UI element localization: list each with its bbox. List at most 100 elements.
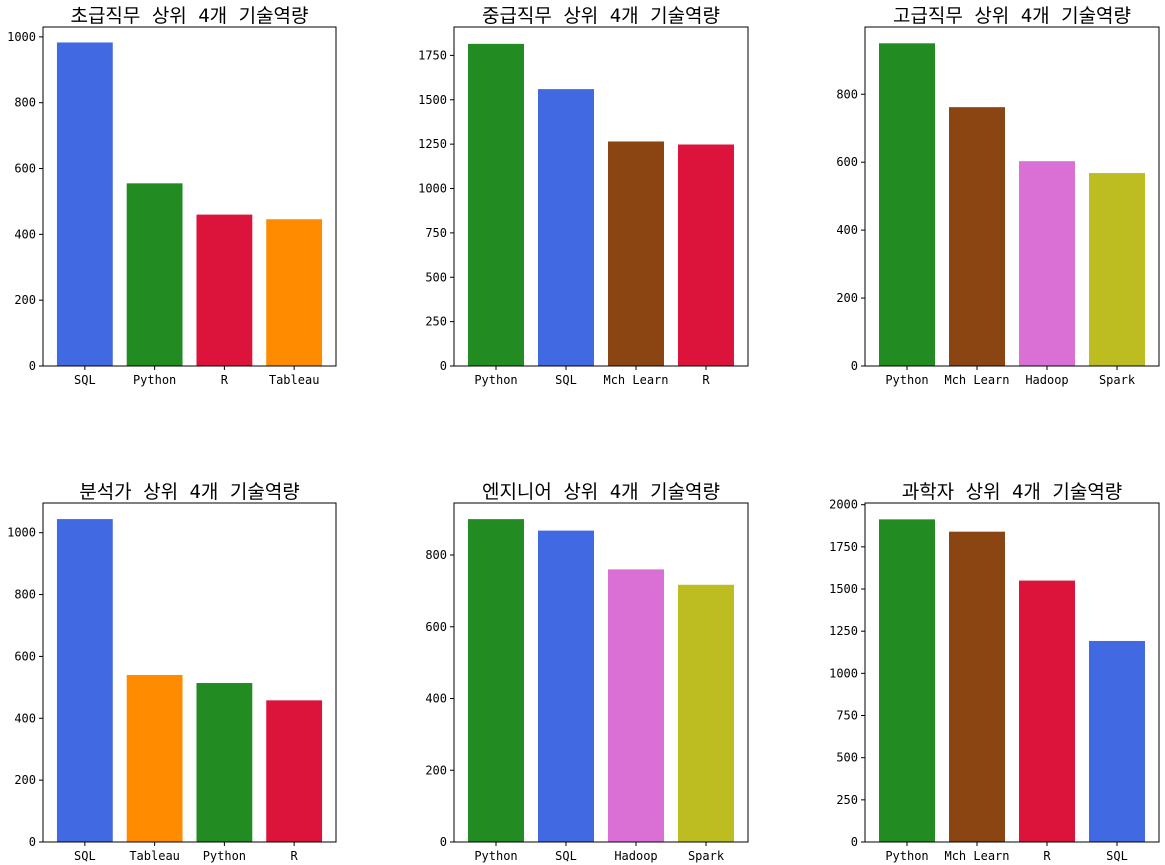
plot-frame xyxy=(453,502,749,843)
chart-panel-6: Python Mch Learn R SQL 0 250 500 750 1000 1250 150… xyxy=(829,481,1160,863)
chart-title: 과학자 상위 4개 기술역량 xyxy=(902,481,1123,503)
y-tick-label: 1750 xyxy=(829,540,858,554)
plot-frame xyxy=(453,26,749,367)
chart-panel-4: SQL Tableau Python R 0 200 400 600 800 1000 분석가 상위… xyxy=(7,481,337,863)
plot-frame xyxy=(864,502,1160,843)
y-tick-label: 0 xyxy=(851,359,858,373)
bar-python xyxy=(468,43,524,367)
y-tick-label: 800 xyxy=(836,87,858,101)
y-tick-label: 0 xyxy=(851,835,858,849)
bar-python xyxy=(126,183,183,366)
y-tick-label: 600 xyxy=(425,620,447,634)
x-tick-label: Hadoop xyxy=(1025,373,1068,387)
x-tick-label: SQL xyxy=(74,373,96,387)
y-tick-label: 1500 xyxy=(829,582,858,596)
y-tick-label: 600 xyxy=(836,155,858,169)
chart-title: 엔지니어 상위 4개 기술역량 xyxy=(482,481,720,503)
bar-python xyxy=(468,519,524,842)
x-tick-label: Mch Learn xyxy=(603,373,668,387)
y-tick-label: 600 xyxy=(14,649,36,663)
chart-title: 고급직무 상위 4개 기술역량 xyxy=(893,5,1131,27)
bar-tableau xyxy=(266,219,323,366)
x-tick-label: Tableau xyxy=(129,849,180,863)
y-tick-label: 1750 xyxy=(418,48,447,62)
y-tick-label: 400 xyxy=(836,223,858,237)
bar-hadoop xyxy=(608,569,664,842)
bar-spark xyxy=(1089,173,1145,366)
x-tick-label: R xyxy=(1043,849,1051,863)
bar-python xyxy=(879,43,935,367)
y-tick-label: 200 xyxy=(836,291,858,305)
y-tick-label: 750 xyxy=(836,709,858,723)
y-tick-label: 500 xyxy=(836,751,858,765)
bar-sql xyxy=(538,530,594,842)
x-tick-label: Python xyxy=(203,849,246,863)
x-tick-label: Mch Learn xyxy=(944,373,1009,387)
x-tick-label: Tableau xyxy=(269,373,320,387)
x-tick-label: Spark xyxy=(688,849,725,863)
y-tick-label: 2000 xyxy=(829,498,858,512)
bar-hadoop xyxy=(1019,161,1075,366)
bar-sql xyxy=(56,519,113,842)
y-tick-label: 1000 xyxy=(829,666,858,680)
y-tick-label: 250 xyxy=(836,793,858,807)
bar-r xyxy=(678,144,734,366)
x-tick-label: R xyxy=(221,373,229,387)
bar-spark xyxy=(678,584,734,842)
bar-r xyxy=(1019,580,1075,842)
x-tick-label: SQL xyxy=(74,849,96,863)
x-tick-label: SQL xyxy=(555,849,577,863)
y-tick-label: 400 xyxy=(14,227,36,241)
y-tick-label: 0 xyxy=(440,359,447,373)
x-tick-label: SQL xyxy=(1106,849,1128,863)
y-tick-label: 800 xyxy=(425,548,447,562)
y-tick-label: 800 xyxy=(14,96,36,110)
plot-frame xyxy=(864,26,1160,367)
x-tick-label: Python xyxy=(474,849,517,863)
y-tick-label: 600 xyxy=(14,162,36,176)
y-tick-label: 200 xyxy=(14,293,36,307)
x-tick-label: Python xyxy=(885,849,928,863)
x-tick-label: R xyxy=(702,373,710,387)
y-tick-label: 400 xyxy=(14,711,36,725)
y-tick-label: 1000 xyxy=(7,526,36,540)
x-tick-label: Python xyxy=(474,373,517,387)
y-tick-label: 500 xyxy=(425,270,447,284)
plot-frame xyxy=(42,502,337,843)
bar-mch-learn xyxy=(949,531,1005,842)
bar-tableau xyxy=(126,674,183,842)
x-tick-label: Hadoop xyxy=(614,849,657,863)
y-tick-label: 1250 xyxy=(829,624,858,638)
chart-panel-5: Python SQL Hadoop Spark 0 200 400 600 800 엔지니어 상위… xyxy=(425,481,749,863)
bar-python xyxy=(196,683,253,842)
chart-panel-3: Python Mch Learn Hadoop Spark 0 200 400 600 800 고… xyxy=(836,5,1160,387)
y-tick-label: 400 xyxy=(425,692,447,706)
y-tick-label: 0 xyxy=(440,835,447,849)
y-tick-label: 1000 xyxy=(7,30,36,44)
y-tick-label: 200 xyxy=(425,763,447,777)
x-tick-label: Mch Learn xyxy=(944,849,1009,863)
y-tick-label: 0 xyxy=(29,359,36,373)
chart-title: 초급직무 상위 4개 기술역량 xyxy=(70,5,308,27)
y-tick-label: 1000 xyxy=(418,182,447,196)
bar-sql xyxy=(1089,640,1145,842)
y-tick-label: 800 xyxy=(14,588,36,602)
bar-r xyxy=(196,214,253,366)
y-tick-label: 1250 xyxy=(418,137,447,151)
bar-python xyxy=(879,519,935,842)
x-tick-label: Python xyxy=(885,373,928,387)
bar-mch-learn xyxy=(608,141,664,366)
bar-sql xyxy=(56,42,113,366)
x-tick-label: SQL xyxy=(555,373,577,387)
y-tick-label: 200 xyxy=(14,773,36,787)
x-tick-label: Python xyxy=(133,373,176,387)
x-tick-label: R xyxy=(291,849,299,863)
bar-sql xyxy=(538,89,594,367)
y-tick-label: 0 xyxy=(29,835,36,849)
chart-panel-1: SQL Python R Tableau 0 200 400 600 800 1000 초급직무 상… xyxy=(7,5,337,387)
y-tick-label: 1500 xyxy=(418,93,447,107)
chart-title: 분석가 상위 4개 기술역량 xyxy=(79,481,300,503)
y-tick-label: 250 xyxy=(425,315,447,329)
y-tick-label: 750 xyxy=(425,226,447,240)
